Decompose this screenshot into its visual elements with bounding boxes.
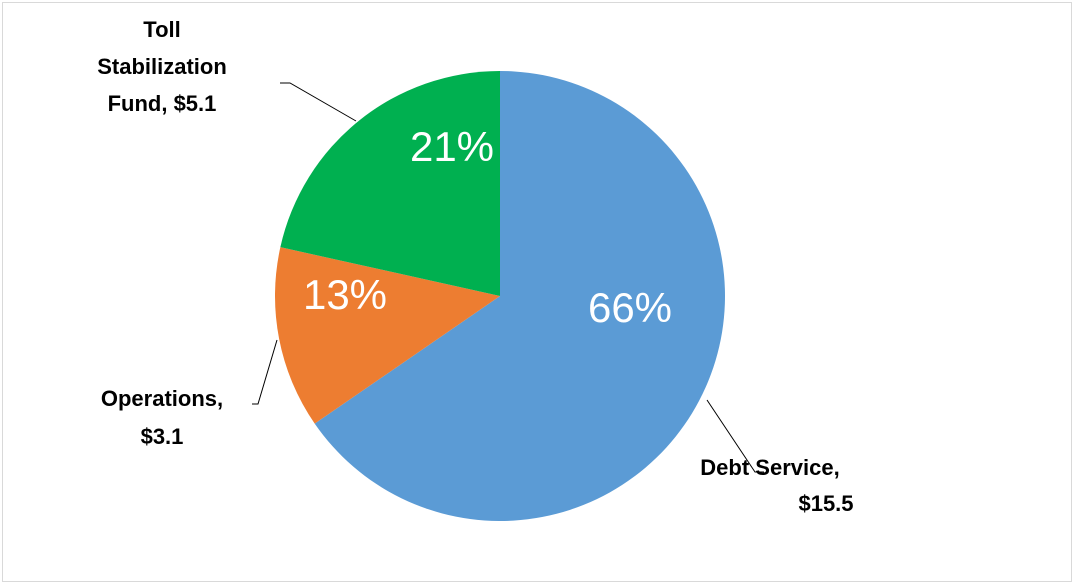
leader-line [252, 339, 278, 405]
percent-label-operations: 13% [303, 271, 387, 318]
category-label-toll-stabilization-fund: Fund, $5.1 [108, 91, 217, 116]
category-label-toll-stabilization-fund: Toll [143, 17, 180, 42]
pie-slice-operations [274, 247, 500, 424]
category-label-toll-stabilization-fund: Stabilization [97, 54, 227, 79]
leader-line [706, 399, 764, 473]
category-label-debt-service: $15.5 [798, 491, 853, 516]
percent-label-toll-stabilization-fund: 21% [410, 123, 494, 170]
pie-slice-toll-stabilization-fund [280, 71, 500, 296]
leader-line [280, 82, 357, 122]
category-label-operations: Operations, [101, 386, 223, 411]
category-label-debt-service: Debt Service, [700, 455, 839, 480]
category-label-operations: $3.1 [141, 424, 184, 449]
pie-slice-debt-service [314, 71, 725, 521]
percent-label-debt-service: 66% [588, 284, 672, 331]
